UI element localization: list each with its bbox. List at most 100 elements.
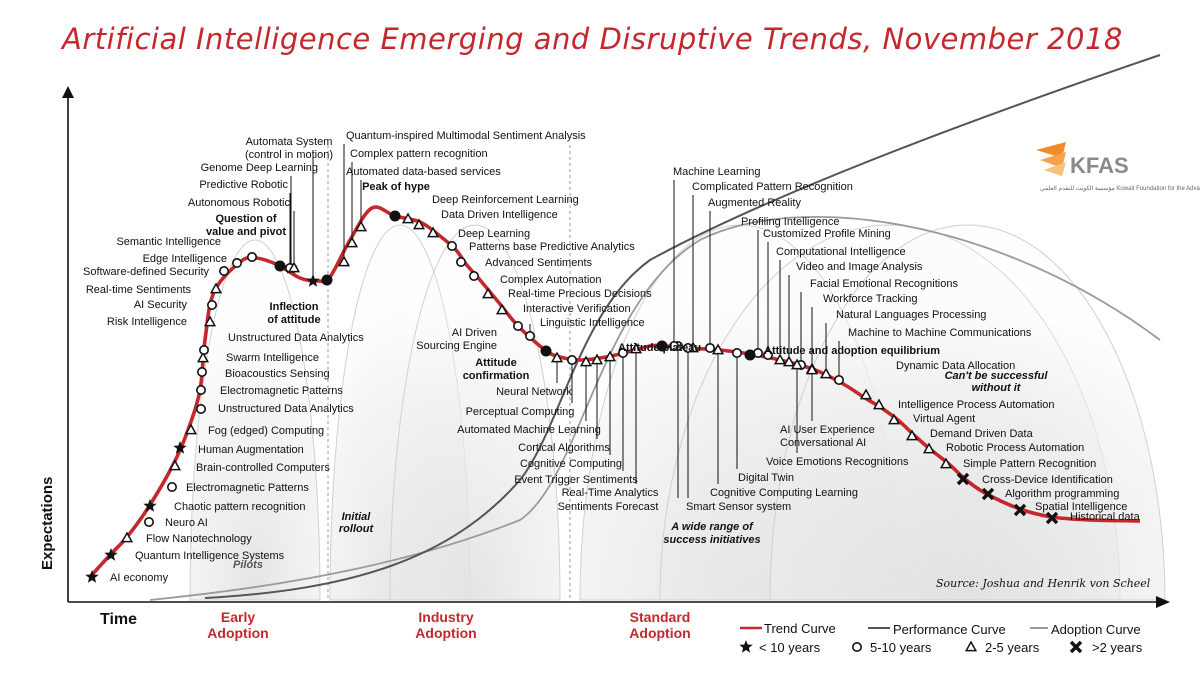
item-label: Autonomous Robotic: [188, 197, 291, 209]
item-label: Deep Learning: [458, 228, 530, 240]
marker-triangle: [603, 350, 617, 362]
marker-star: [306, 274, 320, 287]
marker-triangle: [209, 282, 223, 294]
legend-star-icon: [739, 640, 753, 653]
item-label: Semantic Intelligence: [116, 236, 221, 248]
legend-triangle-icon: [964, 640, 978, 652]
item-label: Software-defined Security: [83, 266, 209, 278]
phase-label: Industry Adoption: [415, 609, 476, 641]
milestone-dot: [389, 210, 401, 222]
callout-wide: A wide range of success initiatives: [663, 521, 760, 546]
item-label: Interactive Verification: [523, 303, 631, 315]
marker-star: [173, 441, 187, 454]
item-label: Complex Automation: [500, 274, 602, 286]
marker-circle: [512, 320, 523, 331]
item-label: Cross-Device Identification: [982, 474, 1113, 486]
legend: Trend Curve Performance Curve Adoption Cur…: [739, 621, 1143, 655]
legend-5-10-label: 5-10 years: [870, 640, 932, 655]
item-label: Automata System (control in motion): [245, 136, 333, 161]
callout-equilibrium: Attitude and adoption equilibrium: [764, 345, 940, 357]
marker-star: [104, 548, 118, 561]
item-label: AI Driven Sourcing Engine: [416, 327, 497, 352]
marker-triangle: [203, 315, 217, 327]
marker-circle: [762, 349, 773, 360]
callout-question: Question of value and pivot: [206, 213, 286, 238]
adoption-dome: [769, 224, 1166, 601]
x-axis-arrow: [1156, 596, 1170, 608]
legend-performance-label: Performance Curve: [893, 622, 1006, 637]
legend-gt2-label: >2 years: [1092, 640, 1143, 655]
marker-triangle: [412, 218, 426, 230]
item-label: AI Security: [134, 299, 188, 311]
item-label: Automated Machine Learning: [457, 424, 601, 436]
marker-triangle: [859, 388, 873, 400]
legend-2-5-label: 2-5 years: [985, 640, 1040, 655]
milestone-dot: [744, 349, 756, 361]
item-label: Cognitive Computing Learning: [710, 487, 858, 499]
item-label: Automated data-based services: [346, 166, 501, 178]
marker-triangle: [782, 355, 796, 367]
y-axis-arrow: [62, 86, 74, 98]
item-label: Swarm Intelligence: [226, 352, 319, 364]
item-label: Virtual Agent: [913, 413, 975, 425]
marker-circle: [144, 516, 155, 527]
milestone-dot: [321, 274, 333, 286]
marker-circle: [566, 354, 577, 365]
marker-triangle: [872, 398, 886, 410]
marker-triangle: [287, 261, 301, 273]
item-label: Predictive Robotic: [199, 179, 288, 191]
item-label: Advanced Sentiments: [485, 257, 593, 269]
phase-label: Early Adoption: [207, 609, 268, 641]
item-label: Chaotic pattern recognition: [174, 501, 305, 513]
marker-triangle: [887, 413, 901, 425]
milestone-dot: [656, 340, 668, 352]
callouts: Question of value and pivot Inflection of a…: [206, 181, 1151, 590]
item-label: Demand Driven Data: [930, 428, 1034, 440]
marker-circle: [199, 344, 210, 355]
marker-triangle: [790, 358, 804, 370]
phase-label: Standard Adoption: [629, 609, 690, 641]
item-label: Data Driven Intelligence: [441, 209, 558, 221]
item-label: Neuro AI: [165, 517, 208, 529]
item-label: Flow Nanotechnology: [146, 533, 252, 545]
adoption-dome: [389, 224, 561, 601]
logo-text: KFAS: [1070, 153, 1129, 178]
item-label: Real-Time Analytics: [562, 487, 659, 499]
diagram-title: Artificial Intelligence Emerging and Dis…: [62, 22, 1123, 56]
marker-circle: [833, 374, 844, 385]
marker-triangle: [939, 457, 953, 469]
marker-triangle: [819, 367, 833, 379]
item-label: Electromagnetic Patterns: [186, 482, 309, 494]
kfas-logo-mark: [1036, 142, 1066, 176]
callout-inflection: Inflection of attitude: [267, 301, 320, 326]
marker-circle: [167, 481, 178, 492]
marker-triangle: [495, 303, 509, 315]
item-label: Algorithm programming: [1005, 488, 1119, 500]
item-label: Computational Intelligence: [776, 246, 906, 258]
marker-triangle: [196, 351, 210, 363]
marker-circle: [524, 330, 535, 341]
item-label: Facial Emotional Recognitions: [810, 278, 958, 290]
marker-triangle: [629, 342, 643, 354]
kfas-logo: KFAS مؤسسة الكويت للتقدم العلمي Kuwait Fo…: [1036, 142, 1200, 192]
item-label: Patterns base Predictive Analytics: [469, 241, 635, 253]
milestone-dot: [274, 260, 286, 272]
item-label: Video and Image Analysis: [796, 261, 923, 273]
marker-triangle: [168, 459, 182, 471]
item-label: Augmented Reality: [708, 197, 801, 209]
performance-curve: [204, 54, 1161, 599]
logo-subtitle: مؤسسة الكويت للتقدم العلمي Kuwait Founda…: [1040, 185, 1200, 192]
item-label: AI User Experience Conversational AI: [780, 424, 875, 449]
axes: Expectations Time Early Adoption Industry Ado…: [39, 86, 1170, 641]
item-label: Cortical Algorithms: [518, 442, 610, 454]
item-label: Human Augmentation: [198, 444, 304, 456]
item-label: Fog (edged) Computing: [208, 425, 324, 437]
marker-triangle: [354, 220, 368, 232]
marker-circle: [196, 384, 207, 395]
marker-circle: [682, 342, 693, 353]
marker-circle: [455, 256, 466, 267]
item-label: Perceptual Computing: [466, 406, 575, 418]
callout-plateau: Attitude plateau: [618, 342, 701, 354]
item-label: Quantum-inspired Multimodal Sentiment An…: [346, 130, 586, 142]
